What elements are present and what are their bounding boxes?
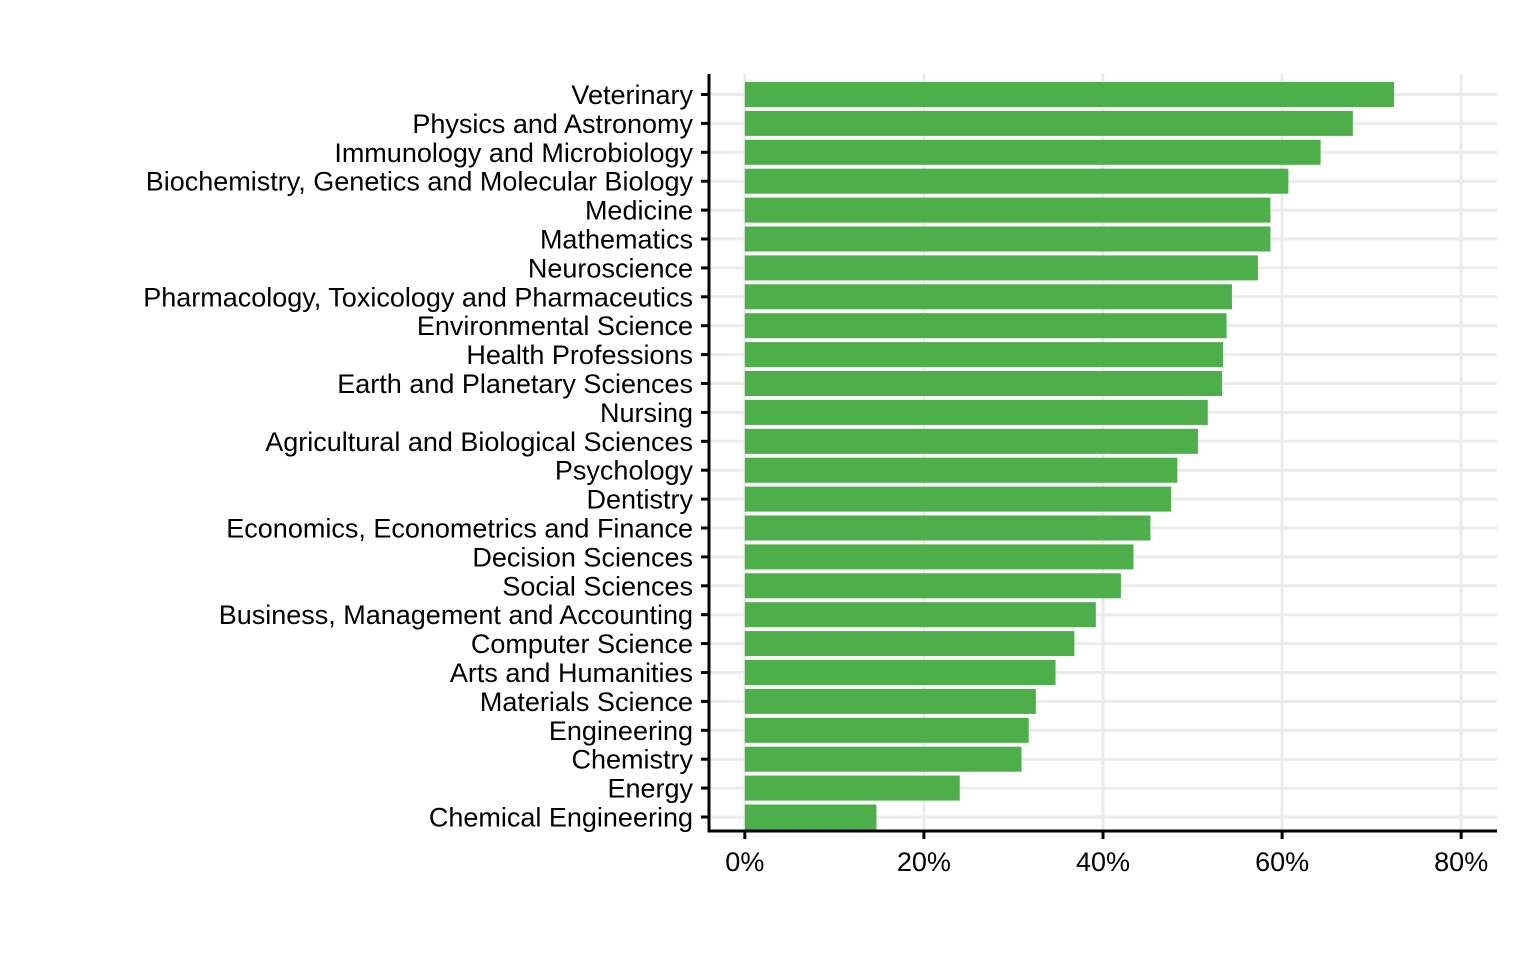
category-label: Pharmacology, Toxicology and Pharmaceuti… — [143, 282, 693, 312]
category-label: Chemistry — [571, 745, 693, 775]
bar — [744, 544, 1134, 570]
bar — [744, 342, 1223, 368]
category-label: Veterinary — [571, 80, 693, 110]
bar — [744, 313, 1227, 339]
bar — [744, 688, 1036, 714]
category-label: Immunology and Microbiology — [334, 138, 693, 168]
axes — [701, 74, 1497, 839]
category-label: Energy — [607, 774, 693, 804]
bars — [744, 82, 1395, 830]
bar — [744, 804, 877, 830]
x-tick-label: 40% — [1076, 847, 1130, 877]
category-label: Dentistry — [586, 485, 693, 515]
bar — [744, 602, 1096, 628]
x-tick-labels: 0% 20% 40% 60% 80% — [725, 847, 1488, 877]
bar — [744, 717, 1029, 743]
bar — [744, 631, 1075, 657]
category-label: Economics, Econometrics and Finance — [226, 514, 693, 544]
bar — [744, 139, 1321, 165]
bar — [744, 255, 1258, 281]
category-label: Arts and Humanities — [450, 658, 693, 688]
bar — [744, 284, 1232, 310]
bar — [744, 399, 1208, 425]
category-label: Biochemistry, Genetics and Molecular Bio… — [146, 167, 694, 197]
bar — [744, 168, 1289, 194]
bar — [744, 82, 1395, 107]
x-tick-label: 80% — [1434, 847, 1488, 877]
category-label: Social Sciences — [502, 571, 693, 601]
bar — [744, 110, 1353, 136]
x-tick-label: 20% — [897, 847, 951, 877]
bar — [744, 486, 1172, 512]
bar — [744, 515, 1151, 541]
category-label: Health Professions — [466, 340, 693, 370]
category-label: Computer Science — [471, 629, 693, 659]
x-tick-label: 60% — [1255, 847, 1309, 877]
bar — [744, 226, 1271, 252]
bar — [744, 573, 1121, 599]
category-label: Physics and Astronomy — [412, 109, 693, 139]
category-label: Nursing — [600, 398, 693, 428]
category-label: Psychology — [555, 456, 694, 486]
category-label: Agricultural and Biological Sciences — [265, 427, 693, 457]
category-label: Neuroscience — [528, 253, 693, 283]
bar — [744, 775, 960, 801]
bar — [744, 746, 1022, 772]
bar — [744, 428, 1198, 454]
bar — [744, 197, 1271, 223]
x-tick-label: 0% — [725, 847, 764, 877]
category-label: Materials Science — [480, 687, 693, 717]
category-label: Business, Management and Accounting — [219, 600, 693, 630]
category-label: Decision Sciences — [472, 542, 693, 572]
category-label: Chemical Engineering — [429, 803, 693, 833]
category-label: Earth and Planetary Sciences — [337, 369, 693, 399]
category-label: Mathematics — [540, 225, 693, 255]
bar — [744, 660, 1056, 685]
category-label: Engineering — [549, 716, 693, 746]
bar — [744, 371, 1223, 396]
bar — [744, 457, 1178, 483]
category-label: Environmental Science — [417, 311, 693, 341]
category-label: Medicine — [585, 196, 693, 226]
